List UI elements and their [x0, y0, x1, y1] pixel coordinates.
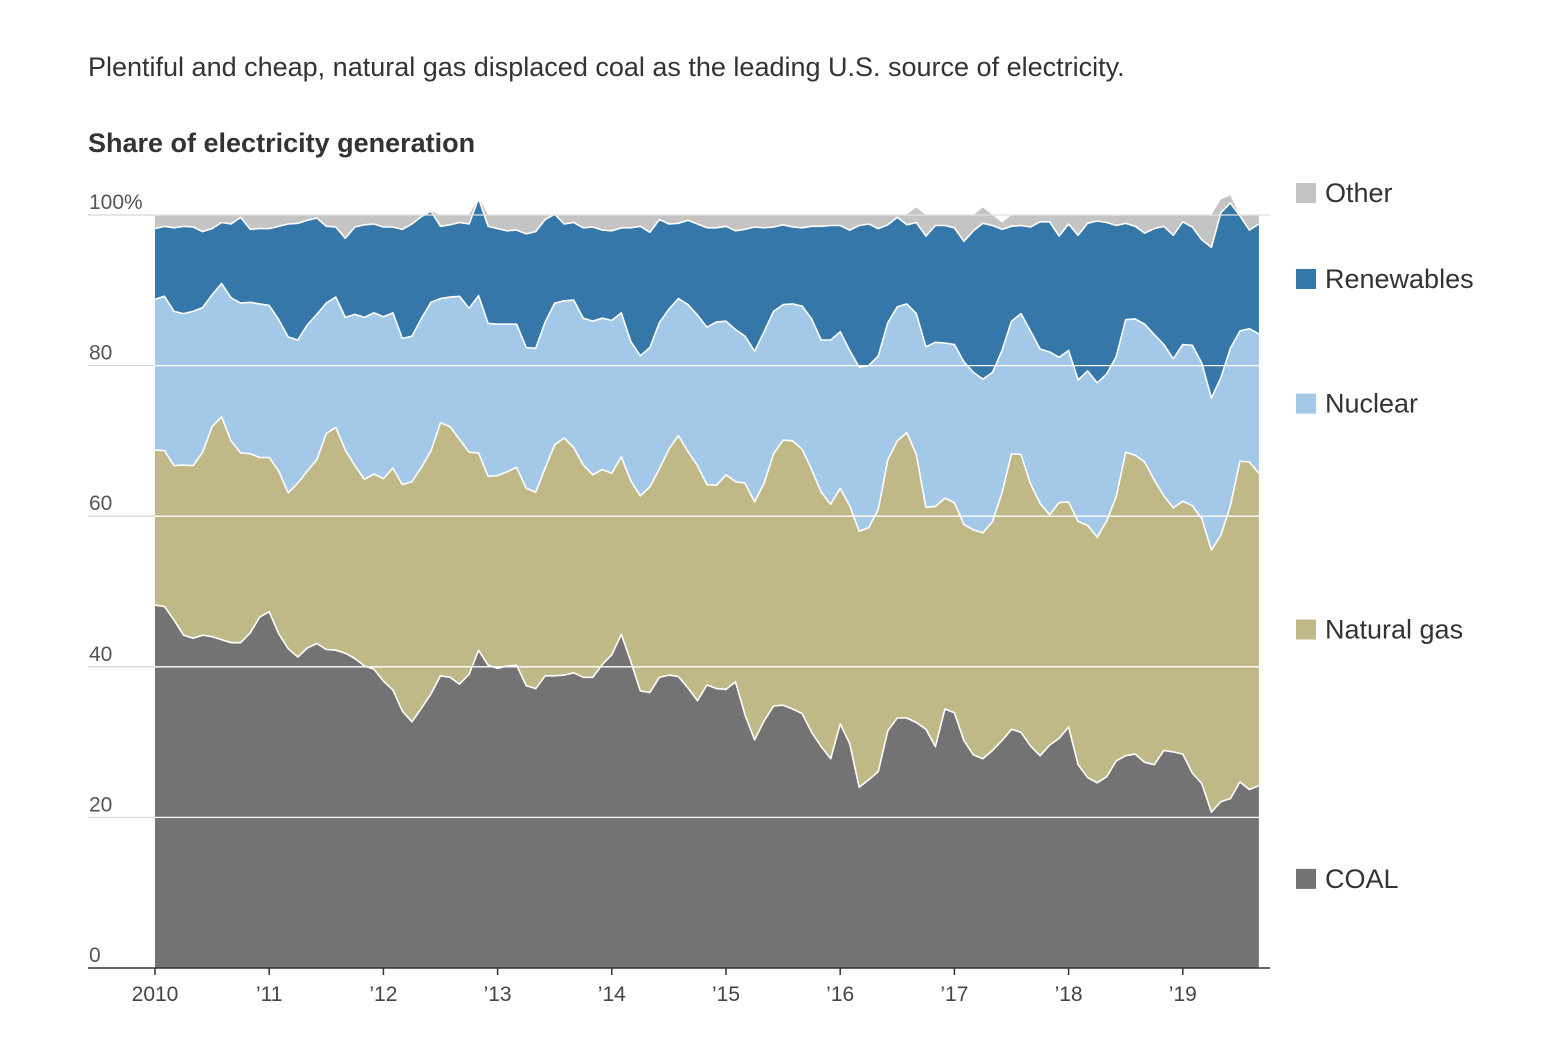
area-renewables: [155, 198, 1259, 398]
y-tick-label: 80: [89, 342, 112, 365]
legend-swatch: [1296, 183, 1316, 203]
legend-label: COAL: [1325, 864, 1399, 894]
area-nuclear: [155, 283, 1259, 551]
legend-item-other: Other: [1296, 178, 1393, 208]
chart-title: Share of electricity generation: [88, 128, 476, 158]
x-tick-label: ’18: [1055, 983, 1083, 1006]
legend-label: Nuclear: [1325, 389, 1418, 419]
x-tick-label: 2010: [132, 983, 179, 1006]
y-tick-label: 60: [89, 492, 112, 515]
legend-swatch: [1296, 393, 1316, 414]
area-coal: [155, 605, 1259, 968]
chart-subtitle: Plentiful and cheap, natural gas displac…: [88, 52, 1125, 82]
legend-item-nuclear: Nuclear: [1296, 389, 1418, 419]
legend-item-coal: COAL: [1296, 864, 1399, 894]
boundary-line: [154, 416, 1260, 551]
x-axis: 2010 ’11 ’12 ’13 ’14 ’15 ’16 ’17 ’18 ’19: [88, 967, 1270, 1006]
legend-label: Renewables: [1325, 264, 1474, 294]
legend-label: Other: [1325, 178, 1393, 208]
gridlines: [88, 214, 1270, 819]
x-tick-label: ’14: [598, 983, 626, 1006]
series-boundaries: [154, 197, 1260, 813]
legend-swatch: [1296, 619, 1316, 640]
x-tick-label: ’12: [369, 983, 397, 1006]
boundary-line: [154, 604, 1260, 813]
legend-swatch: [1296, 868, 1316, 889]
y-tick-label: 0: [89, 944, 101, 967]
y-tick-label: 100%: [89, 191, 143, 214]
legend-label: Natural gas: [1325, 615, 1463, 645]
y-tick-label: 20: [89, 793, 112, 816]
x-tick-label: ’16: [826, 983, 854, 1006]
y-tick-label: 40: [89, 643, 112, 666]
x-tick-label: ’11: [256, 983, 282, 1006]
series-areas: [155, 195, 1259, 968]
legend: COAL Natural gas Nuclear Renewables Other: [1296, 178, 1474, 894]
x-tick-label: ’17: [940, 983, 968, 1006]
boundary-line: [154, 197, 1260, 249]
x-tick-label: ’13: [484, 983, 512, 1006]
x-tick-label: ’15: [712, 983, 740, 1006]
legend-swatch: [1296, 269, 1316, 290]
boundary-line: [154, 282, 1260, 399]
x-tick-label: ’19: [1169, 983, 1197, 1006]
legend-item-renewables: Renewables: [1296, 264, 1474, 294]
legend-item-natural-gas: Natural gas: [1296, 615, 1463, 645]
y-axis-ticks: 0 20 40 60 80 100%: [89, 191, 143, 967]
area-other: [155, 195, 1259, 248]
